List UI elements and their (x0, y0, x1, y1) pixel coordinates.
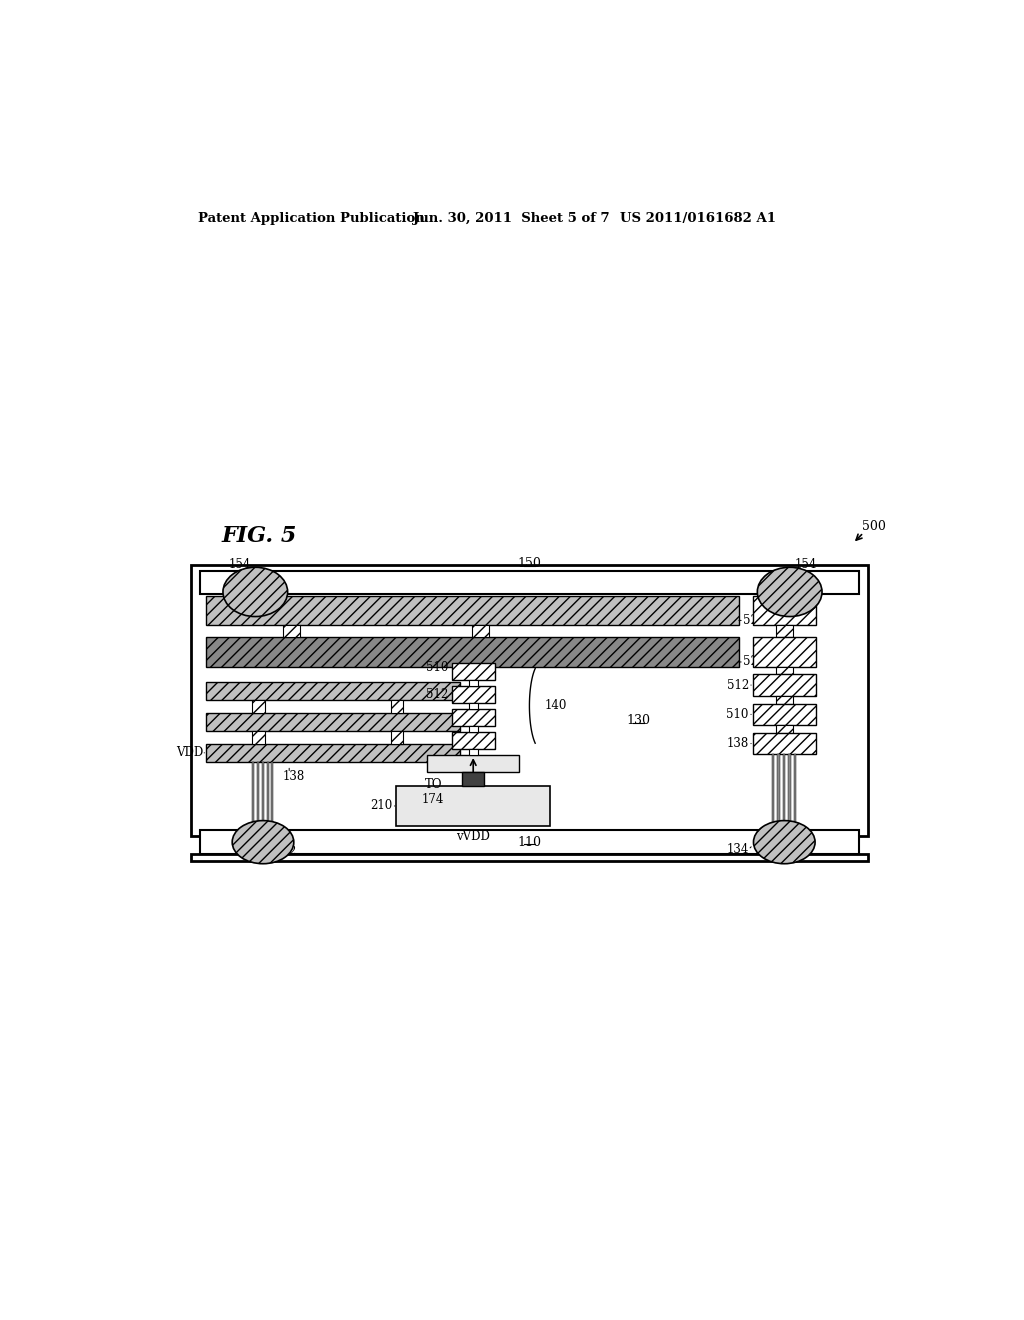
Bar (788, 755, 791, 830)
Text: TO
174: TO 174 (422, 779, 444, 807)
Bar (206, 638, 739, 667)
Text: 512: 512 (426, 688, 449, 701)
Bar (257, 762, 259, 830)
Text: 132: 132 (274, 845, 297, 858)
Bar (252, 731, 264, 743)
Bar (252, 762, 254, 830)
Text: 512: 512 (727, 678, 749, 692)
Bar (472, 626, 488, 638)
Text: 154: 154 (795, 557, 817, 570)
Text: 154: 154 (229, 557, 252, 570)
Text: 140: 140 (545, 700, 567, 713)
Bar (262, 762, 264, 830)
Bar (469, 726, 478, 733)
Bar (469, 680, 478, 686)
Bar (783, 755, 785, 830)
Bar (190, 565, 868, 836)
Bar (776, 626, 793, 638)
Bar (453, 686, 495, 702)
Text: Jun. 30, 2011  Sheet 5 of 7: Jun. 30, 2011 Sheet 5 of 7 (413, 213, 609, 224)
Bar (271, 762, 273, 830)
Text: 110: 110 (517, 836, 542, 849)
Bar (266, 762, 268, 830)
Text: 522: 522 (742, 614, 765, 627)
Ellipse shape (758, 568, 822, 616)
Text: 210: 210 (370, 800, 392, 813)
Bar (200, 830, 859, 854)
Bar (753, 675, 816, 696)
Bar (753, 638, 816, 667)
Bar (776, 696, 793, 704)
Bar (190, 854, 868, 861)
Bar (252, 701, 264, 713)
Bar (794, 755, 796, 830)
Bar (453, 733, 495, 748)
Text: 520: 520 (742, 656, 765, 668)
Bar (391, 701, 403, 713)
Ellipse shape (223, 568, 288, 616)
Bar (463, 772, 484, 785)
Bar (469, 702, 478, 709)
Ellipse shape (232, 821, 294, 863)
Bar (391, 731, 403, 743)
Text: 138: 138 (727, 737, 749, 750)
Bar (753, 733, 816, 755)
Bar (206, 713, 460, 731)
Text: 500: 500 (862, 520, 886, 533)
Bar (753, 595, 816, 626)
Bar (453, 709, 495, 726)
Bar (469, 748, 478, 755)
Text: US 2011/0161682 A1: US 2011/0161682 A1 (620, 213, 775, 224)
Text: 510: 510 (426, 661, 449, 675)
Ellipse shape (754, 821, 815, 863)
Bar (396, 785, 550, 826)
Text: vVDD: vVDD (457, 830, 490, 843)
Text: VDD: VDD (176, 746, 203, 759)
Text: 510: 510 (726, 708, 749, 721)
Text: FIG. 5: FIG. 5 (221, 525, 297, 546)
Text: Patent Application Publication: Patent Application Publication (198, 213, 424, 224)
Bar (206, 743, 460, 762)
Text: 150: 150 (517, 557, 542, 570)
Bar (427, 755, 519, 772)
Bar (776, 667, 793, 675)
Bar (453, 663, 495, 680)
Bar (206, 595, 739, 626)
Bar (776, 725, 793, 733)
Text: 134: 134 (726, 843, 749, 857)
Bar (772, 755, 774, 830)
Bar (283, 626, 300, 638)
Bar (777, 755, 779, 830)
Bar (200, 572, 859, 594)
Text: 130: 130 (627, 714, 651, 727)
Bar (753, 704, 816, 725)
Text: 138: 138 (283, 770, 305, 783)
Bar (206, 682, 460, 701)
